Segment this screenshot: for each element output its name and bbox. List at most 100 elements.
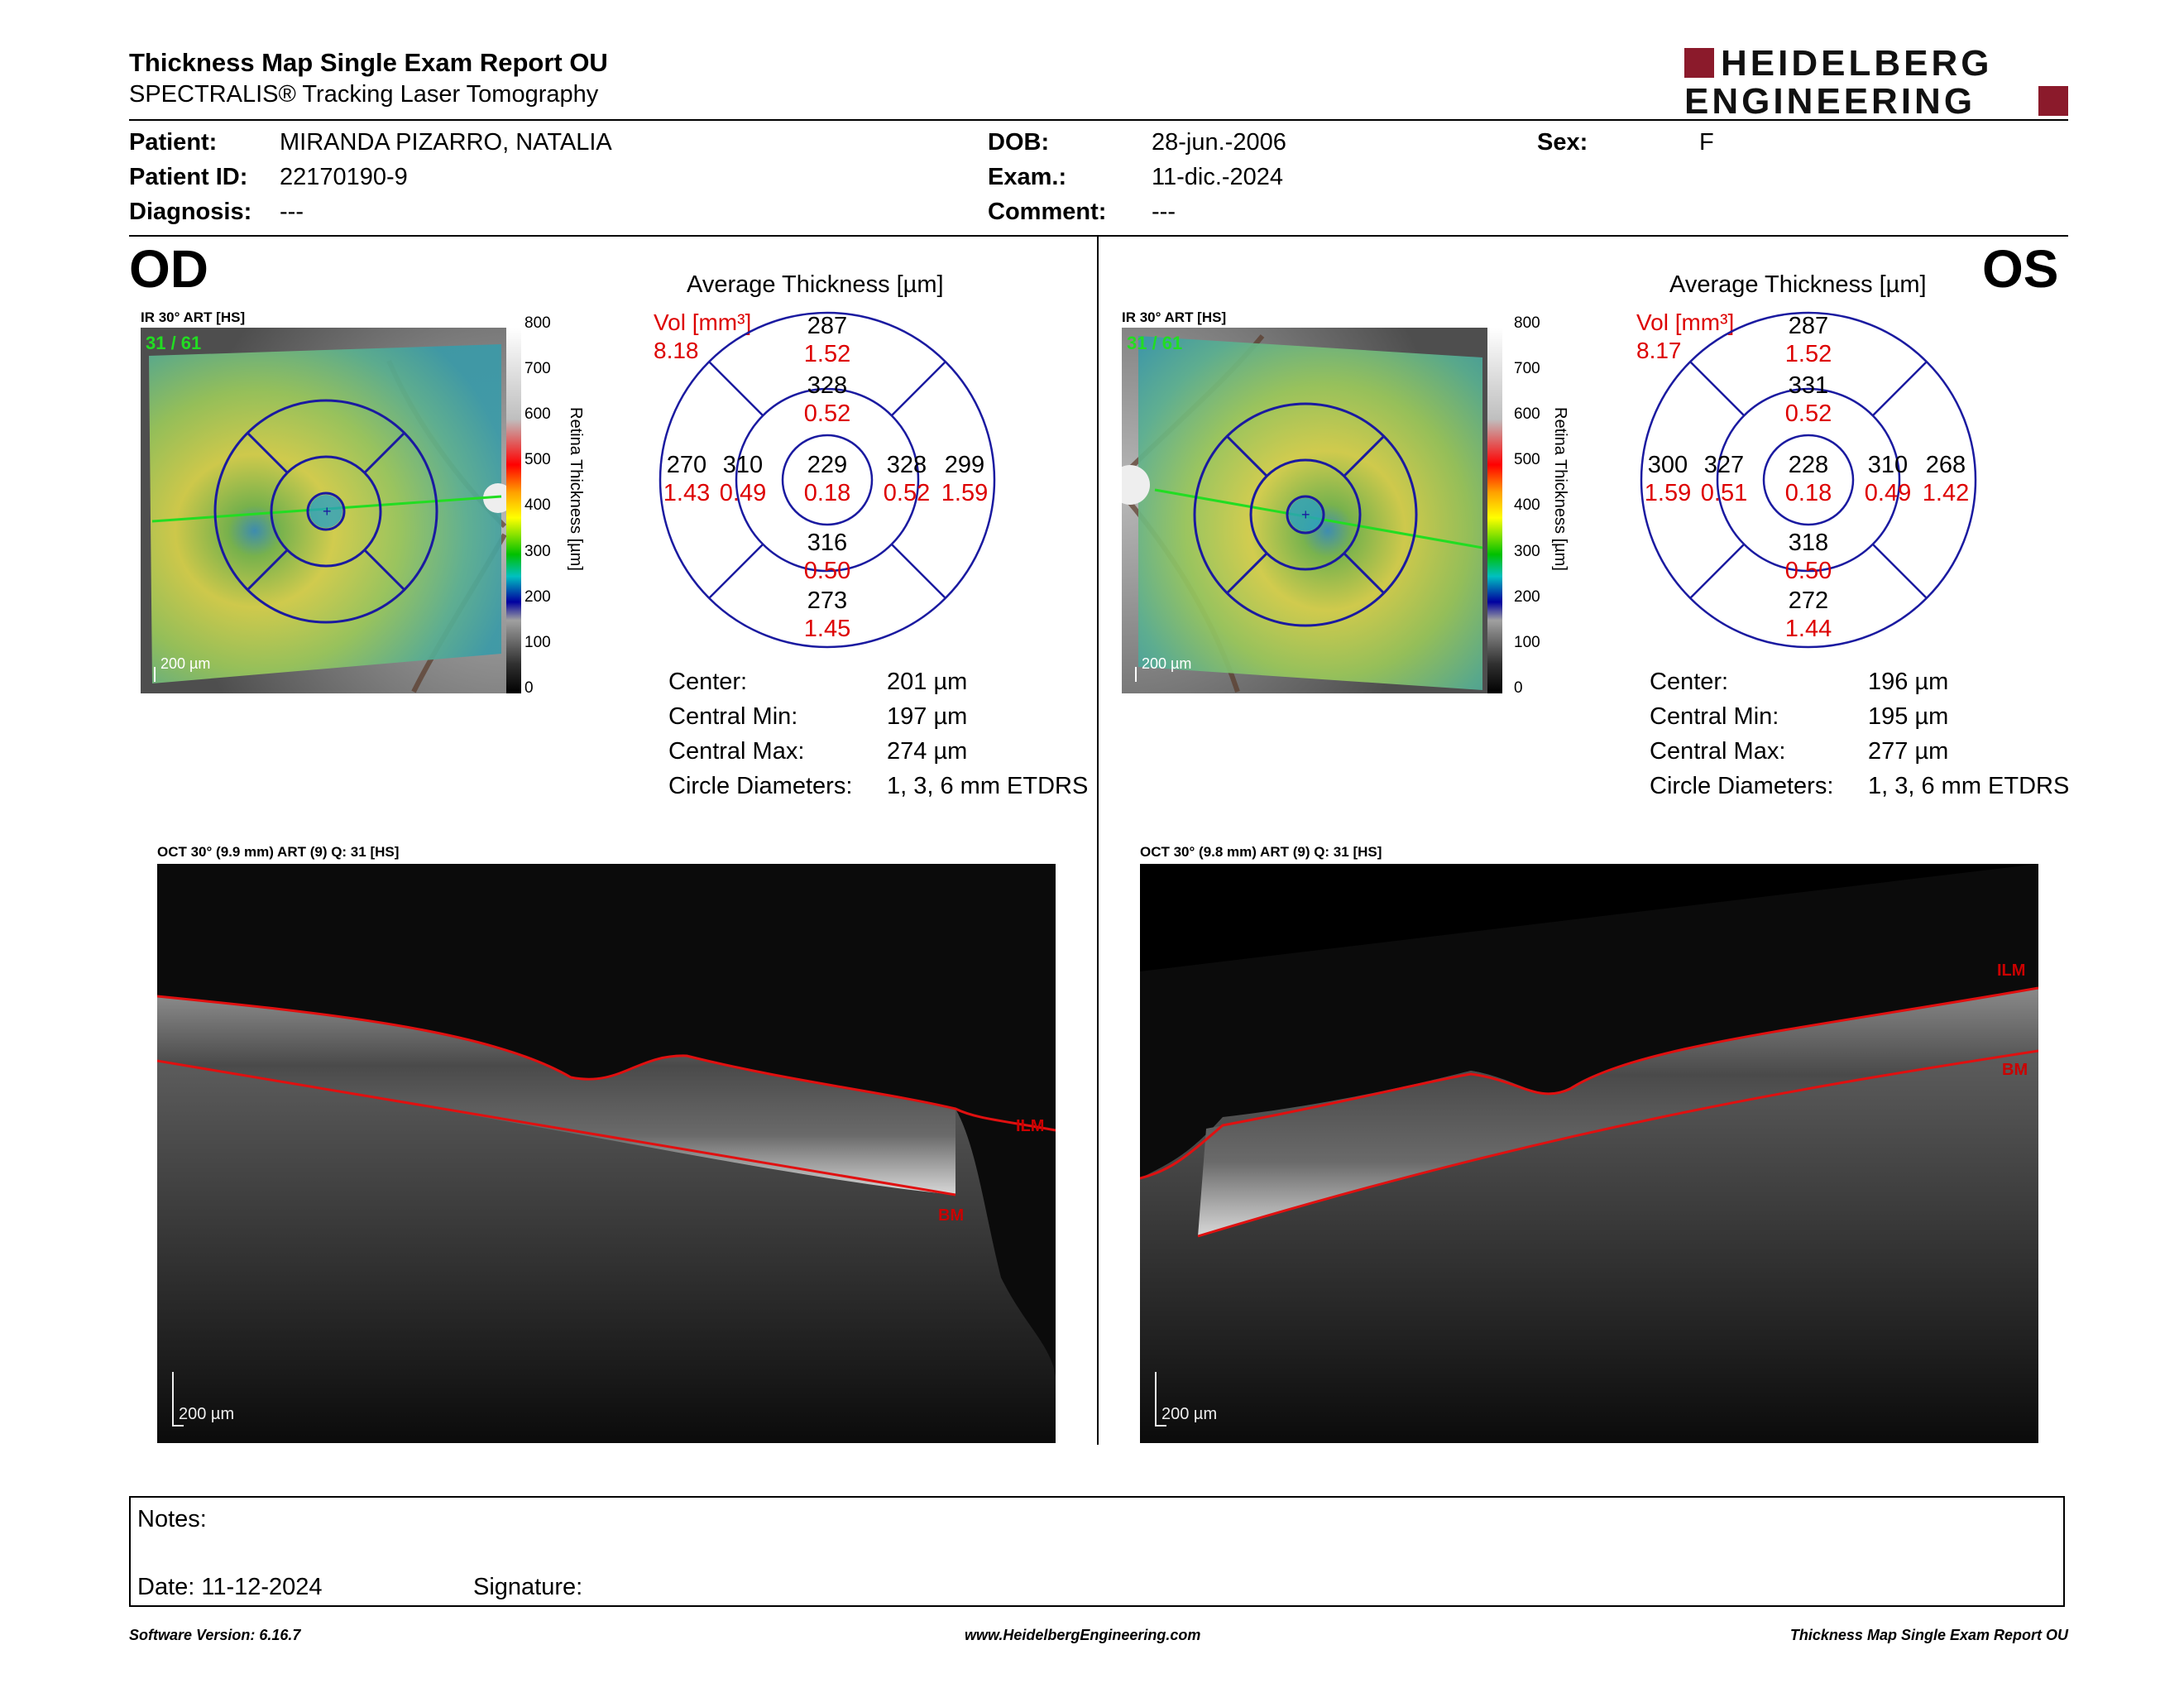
od-colorbar-ticks: 800 700 600 500 400 300 200 100 0 (524, 314, 558, 703)
od-vol-label: Vol [mm³] (654, 309, 752, 335)
od-outer-right-thickness: 299 (944, 452, 985, 478)
od-oct-svg (157, 995, 1056, 1443)
od-outer-left-volume: 1.43 (663, 480, 711, 506)
notes-box: Notes: Date: 11-12-2024 Signature: (129, 1496, 2065, 1607)
os-stat-label: Central Max: (1650, 738, 1786, 765)
os-etdrs-grid (1640, 311, 1977, 649)
dob-value: 28-jun.-2006 (1152, 129, 1286, 156)
os-oct-svg (1140, 864, 2038, 1443)
footer-report: Thickness Map Single Exam Report OU (1789, 1627, 2068, 1643)
od-ir-label: IR 30° ART [HS] (141, 309, 246, 325)
od-oct-label: OCT 30° (9.9 mm) ART (9) Q: 31 [HS] (157, 844, 400, 860)
os-stat-value: 195 µm (1868, 703, 1949, 730)
od-stat-label: Central Max: (668, 738, 805, 765)
od-oct-scale-foot (172, 1425, 184, 1427)
os-scale-bar (1135, 667, 1137, 682)
os-oct-label: OCT 30° (9.8 mm) ART (9) Q: 31 [HS] (1140, 844, 1382, 860)
od-outer-bottom-thickness: 273 (807, 587, 848, 614)
diagnosis-label: Diagnosis: (129, 199, 252, 225)
od-stat-value: 1, 3, 6 mm ETDRS (887, 773, 1089, 799)
od-inner-right-thickness: 328 (886, 452, 927, 478)
dob-label: DOB: (988, 129, 1050, 156)
od-etdrs-grid (659, 311, 996, 649)
os-center-thickness: 228 (1788, 452, 1829, 478)
date-label: Date: 11-12-2024 (137, 1574, 323, 1600)
os-outer-bottom-volume: 1.44 (1784, 616, 1832, 642)
od-scale-label: 200 µm (160, 655, 211, 672)
diagnosis-value: --- (280, 199, 304, 225)
od-inner-right-volume: 0.52 (883, 480, 931, 506)
sex-label: Sex: (1537, 129, 1588, 156)
logo-line1: HEIDELBERG (1721, 43, 1993, 84)
logo-square-top (1684, 48, 1714, 78)
od-vol-total: 8.18 (654, 338, 699, 363)
os-outer-left-volume: 1.59 (1644, 480, 1692, 506)
os-stat-label: Central Min: (1650, 703, 1779, 730)
os-vol-total: 8.17 (1636, 338, 1682, 363)
exam-label: Exam.: (988, 164, 1067, 190)
notes-label: Notes: (137, 1506, 207, 1532)
od-outer-bottom-volume: 1.45 (803, 616, 851, 642)
footer-software: Software Version: 6.16.7 (129, 1627, 301, 1643)
os-outer-top-volume: 1.52 (1784, 341, 1832, 367)
os-inner-right-volume: 0.49 (1864, 480, 1912, 506)
od-cb-tick: 500 (524, 451, 551, 468)
os-map-svg: + (1122, 328, 1487, 693)
header-rule (129, 119, 2068, 121)
footer-website[interactable]: www.HeidelbergEngineering.com (965, 1627, 1201, 1643)
os-oct-scale-label: 200 µm (1161, 1405, 1218, 1423)
os-thickness-map: + 31 / 61 200 µm (1122, 328, 1487, 693)
od-cb-tick: 600 (524, 405, 551, 423)
od-scale-bar (154, 667, 156, 682)
report-title: Thickness Map Single Exam Report OU (129, 48, 608, 77)
od-avg-title: Average Thickness [µm] (687, 271, 944, 298)
patient-value: MIRANDA PIZARRO, NATALIA (280, 129, 612, 156)
os-outer-right-volume: 1.42 (1922, 480, 1970, 506)
od-stat-value: 201 µm (887, 669, 968, 695)
patient-rule (129, 235, 2068, 237)
od-oct-scan: ILM BM 200 µm (157, 864, 1056, 1443)
od-cb-tick: 100 (524, 634, 551, 651)
heidelberg-logo: HEIDELBERG ENGINEERING (1684, 43, 2068, 122)
patient-id-value: 22170190-9 (280, 164, 408, 190)
od-stat-label: Central Min: (668, 703, 798, 730)
os-cb-tick: 200 (1514, 588, 1540, 606)
od-outer-top-thickness: 287 (807, 313, 848, 339)
os-inner-left-thickness: 327 (1703, 452, 1745, 478)
sex-value: F (1699, 129, 1714, 156)
os-scale-label: 200 µm (1142, 655, 1192, 672)
os-stat-value: 1, 3, 6 mm ETDRS (1868, 773, 2070, 799)
os-outer-bottom-thickness: 272 (1788, 587, 1829, 614)
od-oct-scale-bar (172, 1372, 174, 1427)
od-inner-top-volume: 0.52 (803, 400, 851, 427)
patient-label: Patient: (129, 129, 218, 156)
svg-text:+: + (1301, 506, 1310, 523)
od-stat-value: 197 µm (887, 703, 968, 730)
od-outer-left-thickness: 270 (666, 452, 707, 478)
os-inner-bottom-volume: 0.50 (1784, 558, 1832, 584)
os-outer-left-thickness: 300 (1647, 452, 1688, 478)
od-colorbar-title: Retina Thickness [µm] (567, 407, 585, 571)
od-outer-right-volume: 1.59 (941, 480, 989, 506)
od-inner-bottom-volume: 0.50 (803, 558, 851, 584)
od-cb-tick: 300 (524, 543, 551, 560)
os-ir-label: IR 30° ART [HS] (1122, 309, 1227, 325)
os-cb-tick: 400 (1514, 496, 1540, 514)
od-oct-scale-label: 200 µm (179, 1405, 235, 1423)
os-stat-label: Center: (1650, 669, 1729, 695)
od-center-volume: 0.18 (803, 480, 851, 506)
os-stat-value: 196 µm (1868, 669, 1949, 695)
os-center-volume: 0.18 (1784, 480, 1832, 506)
os-cb-tick: 100 (1514, 634, 1540, 651)
od-overlay-count: 31 / 61 (146, 333, 202, 353)
os-inner-right-thickness: 310 (1867, 452, 1909, 478)
os-cb-tick: 0 (1514, 679, 1523, 697)
os-ilm-label: ILM (1997, 961, 2026, 980)
os-sector-values: 287 1.52 331 0.52 228 0.18 300 1.59 327 … (1640, 311, 1977, 649)
od-thickness-map: + 31 / 61 200 µm (141, 328, 506, 693)
os-stat-label: Circle Diameters: (1650, 773, 1834, 799)
od-ilm-label: ILM (1016, 1117, 1045, 1135)
od-bm-label: BM (938, 1206, 965, 1225)
os-inner-top-thickness: 331 (1788, 372, 1829, 399)
os-colorbar-ticks: 800 700 600 500 400 300 200 100 0 (1514, 314, 1547, 703)
